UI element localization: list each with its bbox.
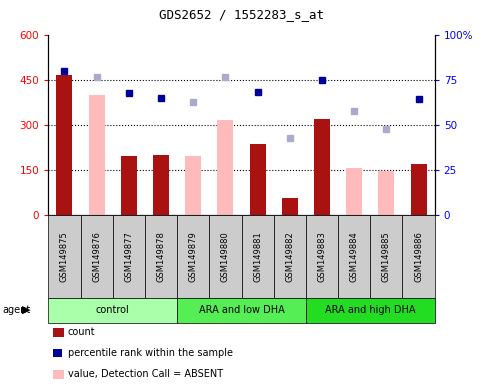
Text: GSM149879: GSM149879 — [189, 231, 198, 282]
Bar — [88, 95, 105, 215]
Text: GSM149886: GSM149886 — [414, 231, 423, 282]
Text: GSM149877: GSM149877 — [124, 231, 133, 282]
Bar — [282, 199, 298, 215]
Text: GSM149875: GSM149875 — [60, 231, 69, 282]
Text: ARA and low DHA: ARA and low DHA — [199, 305, 284, 315]
Text: GSM149880: GSM149880 — [221, 231, 230, 282]
Bar — [217, 120, 233, 215]
Bar — [411, 164, 426, 215]
Text: ARA and high DHA: ARA and high DHA — [325, 305, 415, 315]
Text: GSM149878: GSM149878 — [156, 231, 166, 282]
Text: value, Detection Call = ABSENT: value, Detection Call = ABSENT — [68, 369, 223, 379]
Text: agent: agent — [2, 305, 30, 315]
Bar — [185, 156, 201, 215]
Text: percentile rank within the sample: percentile rank within the sample — [68, 348, 233, 358]
Text: GSM149876: GSM149876 — [92, 231, 101, 282]
Text: GSM149882: GSM149882 — [285, 231, 294, 282]
Text: count: count — [68, 327, 95, 337]
Text: ▶: ▶ — [22, 305, 30, 315]
Bar — [121, 156, 137, 215]
Bar — [378, 171, 395, 215]
Text: GSM149881: GSM149881 — [253, 231, 262, 282]
Bar — [250, 144, 266, 215]
Text: GDS2652 / 1552283_s_at: GDS2652 / 1552283_s_at — [159, 8, 324, 21]
Bar — [314, 119, 330, 215]
Text: GSM149883: GSM149883 — [317, 231, 327, 282]
Bar — [346, 169, 362, 215]
Text: GSM149884: GSM149884 — [350, 231, 359, 282]
Text: control: control — [96, 305, 129, 315]
Text: GSM149885: GSM149885 — [382, 231, 391, 282]
Bar — [57, 75, 72, 215]
Bar — [153, 155, 169, 215]
